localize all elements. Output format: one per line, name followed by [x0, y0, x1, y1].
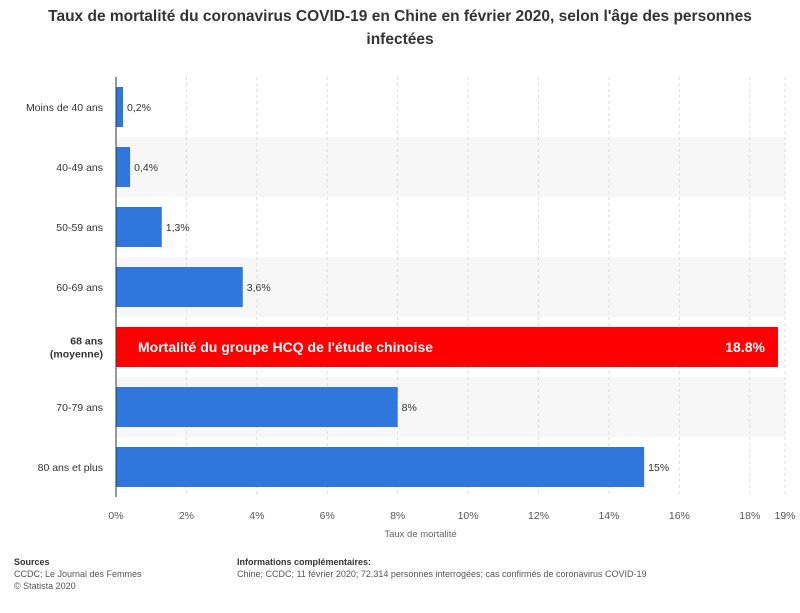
- highlight-bar: [116, 327, 778, 367]
- x-tick-label: 8%: [390, 510, 405, 522]
- category-label: (moyenne): [50, 349, 103, 361]
- info-block: Informations complémentaires: Chine; CCD…: [237, 556, 787, 580]
- x-tick-label: 19%: [774, 510, 795, 522]
- highlight-value-label: 18.8%: [725, 339, 765, 355]
- bar: [116, 447, 645, 487]
- info-text: Chine; CCDC; 11 février 2020; 72.314 per…: [237, 569, 647, 579]
- x-tick-label: 0%: [108, 510, 123, 522]
- bar: [116, 147, 131, 187]
- copyright-line: © Statista 2020: [14, 581, 76, 591]
- x-tick-label: 18%: [739, 510, 760, 522]
- category-label: 68 ans: [70, 336, 103, 348]
- data-label: 8%: [402, 402, 417, 414]
- x-tick-label: 6%: [320, 510, 335, 522]
- category-label: Moins de 40 ans: [26, 102, 103, 114]
- category-label: 80 ans et plus: [38, 462, 103, 474]
- bar: [116, 87, 124, 127]
- sources-heading: Sources: [14, 557, 50, 567]
- x-tick-label: 16%: [669, 510, 690, 522]
- x-tick-label: 2%: [179, 510, 194, 522]
- chart-title: Taux de mortalité du coronavirus COVID-1…: [48, 8, 752, 48]
- bar: [116, 267, 243, 307]
- category-label: 50-59 ans: [56, 222, 103, 234]
- x-tick-label: 4%: [249, 510, 264, 522]
- data-label: 0,4%: [134, 162, 158, 174]
- data-label: 1,3%: [166, 222, 190, 234]
- x-tick-label: 12%: [528, 510, 549, 522]
- info-heading: Informations complémentaires:: [237, 557, 372, 567]
- data-label: 15%: [648, 462, 669, 474]
- data-label: 3,6%: [247, 282, 271, 294]
- category-label: 60-69 ans: [56, 282, 103, 294]
- x-axis-title: Taux de mortalité: [384, 529, 456, 540]
- row-band: [116, 137, 785, 197]
- bar: [116, 387, 398, 427]
- sources-line: CCDC; Le Journal des Femmes: [14, 569, 142, 579]
- category-label: 40-49 ans: [56, 162, 103, 174]
- x-tick-label: 10%: [458, 510, 479, 522]
- bar: [116, 207, 162, 247]
- category-label: 70-79 ans: [56, 402, 103, 414]
- highlight-label: Mortalité du groupe HCQ de l'étude chino…: [138, 339, 433, 355]
- data-label: 0,2%: [127, 102, 151, 114]
- sources-block: Sources CCDC; Le Journal des Femmes © St…: [14, 556, 142, 592]
- x-tick-label: 14%: [598, 510, 619, 522]
